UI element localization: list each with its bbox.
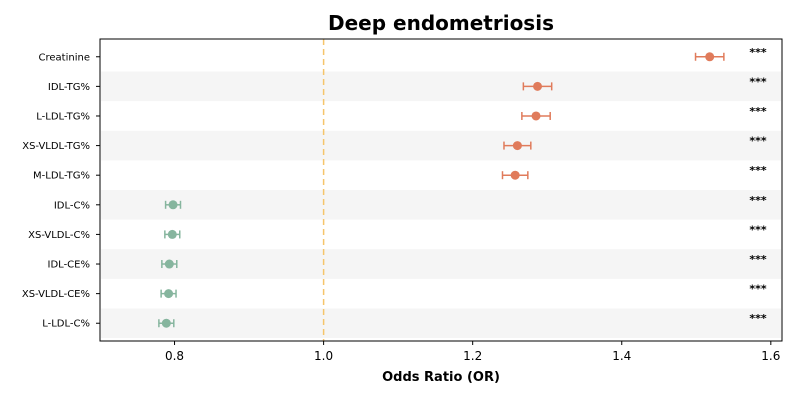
significance-label: *** <box>749 164 767 177</box>
x-tick-label: 0.8 <box>165 349 184 363</box>
significance-label: *** <box>749 135 767 148</box>
significance-label: *** <box>749 46 767 59</box>
or-point <box>510 170 520 180</box>
x-axis: 0.8 1.0 1.2 1.4 1.6 <box>165 341 780 363</box>
y-axis: Creatinine IDL-TG% L-LDL-TG% XS-VLDL-TG% M-L… <box>22 52 100 330</box>
row-bands <box>101 71 781 339</box>
or-point <box>705 52 715 62</box>
y-tick-label: XS-VLDL-CE% <box>22 289 90 300</box>
y-tick-label: L-LDL-C% <box>42 319 90 330</box>
or-point <box>161 318 171 328</box>
or-point <box>164 259 174 269</box>
or-point <box>533 81 543 91</box>
y-tick-label: IDL-CE% <box>48 260 90 271</box>
row-band <box>101 308 781 339</box>
y-tick-label: IDL-TG% <box>48 82 90 93</box>
row-band <box>101 130 781 161</box>
significance-label: *** <box>749 223 767 236</box>
or-point <box>512 141 522 151</box>
y-tick-label: XS-VLDL-C% <box>28 230 90 241</box>
row-band <box>101 249 781 279</box>
y-tick-label: M-LDL-TG% <box>33 171 90 182</box>
x-tick-label: 1.4 <box>612 349 631 363</box>
or-point <box>164 289 174 299</box>
row-band <box>101 190 781 220</box>
or-point <box>167 229 177 239</box>
plot-frame <box>99 38 783 342</box>
significance-label: *** <box>749 283 767 296</box>
x-axis-label: Odds Ratio (OR) <box>382 370 500 385</box>
chart-title: Deep endometriosis <box>328 11 554 35</box>
y-tick-label: Creatinine <box>39 52 90 63</box>
significance-label: *** <box>749 312 767 325</box>
x-tick-label: 1.2 <box>463 349 482 363</box>
or-point <box>531 111 541 121</box>
significance-label: *** <box>749 194 767 207</box>
y-tick-label: L-LDL-TG% <box>36 111 90 122</box>
y-tick-label: XS-VLDL-TG% <box>22 141 90 152</box>
y-tick-label: IDL-C% <box>54 200 90 211</box>
x-tick-label: 1.0 <box>314 349 333 363</box>
x-tick-label: 1.6 <box>761 349 780 363</box>
data-marks: *** *** *** *** *** *** *** *** *** *** <box>158 46 767 328</box>
significance-label: *** <box>749 253 767 266</box>
significance-label: *** <box>749 105 767 118</box>
or-point <box>168 200 178 210</box>
significance-label: *** <box>749 75 767 88</box>
row-band <box>101 71 781 102</box>
